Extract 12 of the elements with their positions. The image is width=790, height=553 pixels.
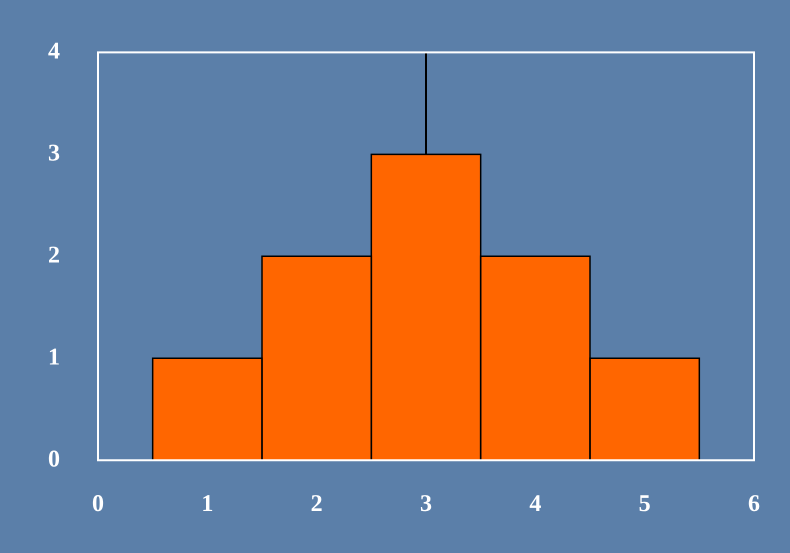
x-tick-label: 0: [92, 490, 104, 517]
x-tick-label: 5: [638, 490, 651, 517]
x-tick-label: 3: [420, 490, 432, 517]
y-tick-label: 2: [48, 242, 60, 269]
x-tick-label: 6: [748, 490, 760, 517]
y-tick-label: 0: [48, 446, 60, 472]
x-tick-label: 2: [310, 490, 323, 517]
y-tick-label: 4: [48, 38, 60, 65]
x-tick-label: 1: [201, 490, 214, 517]
y-tick-label: 1: [48, 344, 60, 370]
x-tick-label: 4: [529, 490, 542, 517]
y-tick-label: 3: [48, 140, 60, 167]
